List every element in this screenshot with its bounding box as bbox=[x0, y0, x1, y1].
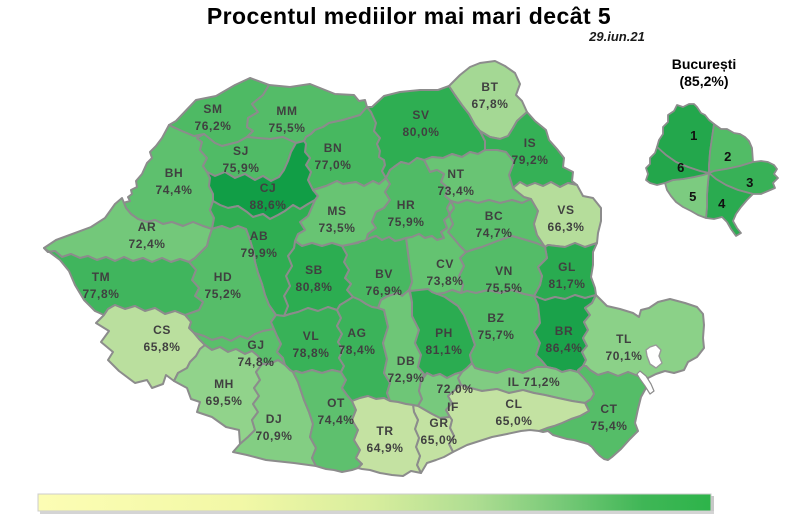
svg-text:75,2%: 75,2% bbox=[204, 287, 241, 301]
svg-text:65,8%: 65,8% bbox=[143, 340, 180, 354]
svg-text:79,2%: 79,2% bbox=[511, 153, 548, 167]
svg-text:BR: BR bbox=[555, 324, 574, 338]
svg-text:TL: TL bbox=[616, 332, 632, 346]
svg-text:SV: SV bbox=[412, 108, 429, 122]
svg-text:GJ: GJ bbox=[247, 338, 264, 352]
svg-text:74,7%: 74,7% bbox=[475, 226, 512, 240]
svg-text:SB: SB bbox=[305, 263, 323, 277]
svg-text:78,4%: 78,4% bbox=[338, 343, 375, 357]
svg-text:GR: GR bbox=[429, 416, 448, 430]
svg-text:65,0%: 65,0% bbox=[420, 433, 457, 447]
svg-text:BZ: BZ bbox=[487, 311, 504, 325]
svg-text:77,8%: 77,8% bbox=[82, 287, 119, 301]
svg-text:BC: BC bbox=[485, 209, 504, 223]
svg-text:MS: MS bbox=[327, 204, 346, 218]
svg-text:75,5%: 75,5% bbox=[485, 281, 522, 295]
svg-text:81,1%: 81,1% bbox=[425, 343, 462, 357]
svg-text:75,9%: 75,9% bbox=[222, 161, 259, 175]
svg-text:78,8%: 78,8% bbox=[292, 346, 329, 360]
svg-text:67,8%: 67,8% bbox=[471, 97, 508, 111]
svg-text:70,9%: 70,9% bbox=[255, 429, 292, 443]
svg-text:74,8%: 74,8% bbox=[237, 355, 274, 369]
svg-text:AR: AR bbox=[138, 220, 157, 234]
svg-text:80,0%: 80,0% bbox=[402, 125, 439, 139]
svg-text:CV: CV bbox=[436, 257, 454, 271]
svg-text:76,2%: 76,2% bbox=[194, 119, 231, 133]
svg-text:73,5%: 73,5% bbox=[318, 221, 355, 235]
svg-text:BH: BH bbox=[165, 166, 184, 180]
svg-text:IS: IS bbox=[524, 136, 537, 150]
svg-text:1: 1 bbox=[690, 128, 698, 143]
svg-text:73,4%: 73,4% bbox=[437, 184, 474, 198]
svg-text:OT: OT bbox=[327, 396, 345, 410]
svg-text:5: 5 bbox=[689, 189, 697, 204]
svg-text:IF: IF bbox=[447, 400, 459, 414]
svg-text:79,9%: 79,9% bbox=[240, 246, 277, 260]
svg-text:TR: TR bbox=[376, 424, 393, 438]
svg-text:SM: SM bbox=[203, 102, 222, 116]
svg-text:AG: AG bbox=[347, 326, 366, 340]
svg-text:69,5%: 69,5% bbox=[205, 394, 242, 408]
svg-text:BT: BT bbox=[481, 80, 498, 94]
svg-text:AB: AB bbox=[250, 229, 269, 243]
svg-text:NT: NT bbox=[447, 167, 464, 181]
svg-text:2: 2 bbox=[724, 149, 732, 164]
svg-text:DJ: DJ bbox=[266, 412, 283, 426]
svg-text:72,0%: 72,0% bbox=[436, 382, 473, 396]
svg-text:86,4%: 86,4% bbox=[545, 341, 582, 355]
svg-text:75,7%: 75,7% bbox=[477, 328, 514, 342]
svg-text:VS: VS bbox=[557, 203, 574, 217]
svg-text:SJ: SJ bbox=[233, 144, 249, 158]
svg-text:HR: HR bbox=[397, 198, 416, 212]
svg-text:64,9%: 64,9% bbox=[366, 441, 403, 455]
svg-text:81,7%: 81,7% bbox=[548, 277, 585, 291]
svg-text:CS: CS bbox=[153, 323, 171, 337]
svg-text:77,0%: 77,0% bbox=[314, 158, 351, 172]
svg-text:GL: GL bbox=[558, 260, 576, 274]
svg-text:DB: DB bbox=[397, 354, 416, 368]
svg-text:3: 3 bbox=[746, 175, 754, 190]
svg-text:70,1%: 70,1% bbox=[605, 349, 642, 363]
svg-text:75,4%: 75,4% bbox=[590, 419, 627, 433]
svg-text:72,9%: 72,9% bbox=[387, 371, 424, 385]
svg-text:BN: BN bbox=[324, 141, 343, 155]
svg-text:72,4%: 72,4% bbox=[128, 237, 165, 251]
svg-text:CJ: CJ bbox=[260, 181, 277, 195]
svg-text:88,6%: 88,6% bbox=[249, 198, 286, 212]
svg-text:CL: CL bbox=[505, 397, 522, 411]
svg-text:74,4%: 74,4% bbox=[155, 183, 192, 197]
svg-text:80,8%: 80,8% bbox=[295, 280, 332, 294]
svg-text:75,9%: 75,9% bbox=[387, 215, 424, 229]
svg-text:73,8%: 73,8% bbox=[426, 274, 463, 288]
svg-text:IL 71,2%: IL 71,2% bbox=[508, 375, 561, 389]
svg-text:65,0%: 65,0% bbox=[495, 414, 532, 428]
svg-text:HD: HD bbox=[214, 270, 233, 284]
svg-text:6: 6 bbox=[677, 160, 685, 175]
svg-text:74,4%: 74,4% bbox=[317, 413, 354, 427]
svg-text:TM: TM bbox=[92, 270, 111, 284]
svg-text:PH: PH bbox=[435, 326, 453, 340]
svg-text:CT: CT bbox=[600, 402, 617, 416]
svg-text:66,3%: 66,3% bbox=[547, 220, 584, 234]
svg-text:4: 4 bbox=[718, 196, 726, 211]
svg-text:VN: VN bbox=[495, 264, 513, 278]
svg-text:MM: MM bbox=[276, 104, 297, 118]
svg-text:VL: VL bbox=[303, 329, 320, 343]
svg-text:75,5%: 75,5% bbox=[268, 121, 305, 135]
svg-text:BV: BV bbox=[375, 267, 393, 281]
svg-text:76,9%: 76,9% bbox=[365, 284, 402, 298]
svg-text:MH: MH bbox=[214, 377, 234, 391]
